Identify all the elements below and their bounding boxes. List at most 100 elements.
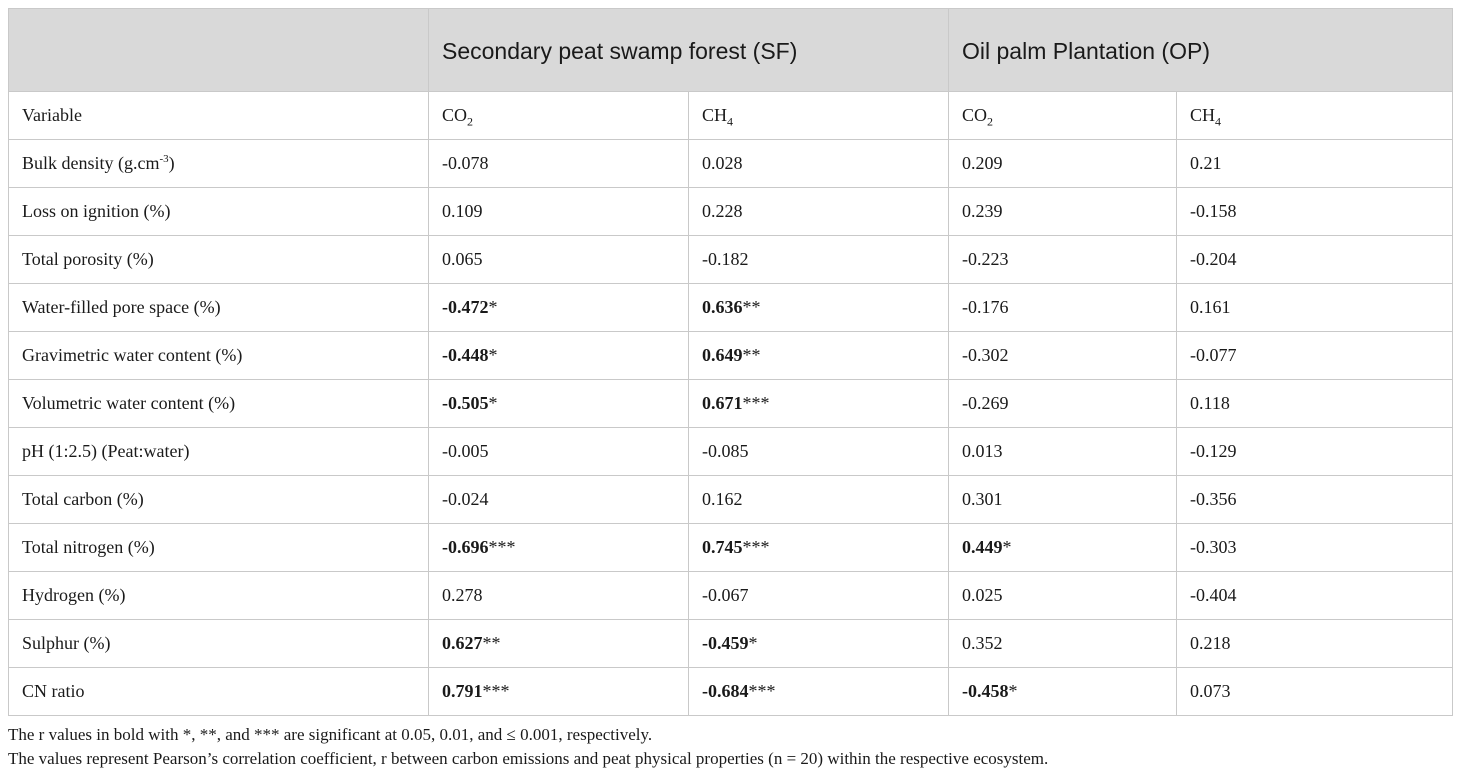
subheader-op-co2-sub: 2 <box>987 114 994 129</box>
subheader-sf-ch4-sub: 4 <box>727 114 734 129</box>
row-variable-label: CN ratio <box>22 681 85 701</box>
cell-op-ch4: -0.204 <box>1175 235 1454 284</box>
cell-sf-co2: 0.065 <box>428 235 689 284</box>
significance-stars: ** <box>482 633 501 653</box>
subheader-row: Variable CO2 CH4 CO2 CH4 <box>8 91 1454 140</box>
cell-op-co2: 0.449* <box>948 523 1177 572</box>
cell-value: 0.449 <box>962 537 1003 557</box>
cell-value: 0.671 <box>702 393 743 413</box>
cell-value: 0.161 <box>1190 297 1231 317</box>
cell-value: -0.684 <box>702 681 749 701</box>
significance-stars: * <box>488 345 498 365</box>
cell-value: -0.024 <box>442 489 489 509</box>
cell-value: 0.218 <box>1190 633 1231 653</box>
cell-value: -0.302 <box>962 345 1009 365</box>
table-row: Total nitrogen (%) -0.696*** 0.745*** 0.449… <box>8 523 1454 572</box>
table-row: Bulk density (g.cm-3) -0.078 0.028 0.209 0.2… <box>8 139 1454 188</box>
cell-op-ch4: 0.118 <box>1175 379 1454 428</box>
cell-sf-co2: -0.505* <box>428 379 689 428</box>
cell-value: 0.073 <box>1190 681 1231 701</box>
row-variable-label: Gravimetric water content (%) <box>22 345 243 365</box>
row-variable: Gravimetric water content (%) <box>8 331 429 380</box>
cell-value: 0.745 <box>702 537 743 557</box>
row-variable: Total nitrogen (%) <box>8 523 429 572</box>
cell-sf-ch4: -0.067 <box>688 571 949 620</box>
cell-value: 0.352 <box>962 633 1003 653</box>
header-group-op: Oil palm Plantation (OP) <box>947 8 1454 92</box>
significance-stars: * <box>748 633 758 653</box>
cell-op-ch4: 0.073 <box>1175 667 1454 716</box>
cell-value: -0.067 <box>702 585 749 605</box>
cell-value: -0.204 <box>1190 249 1237 269</box>
row-variable: Loss on ignition (%) <box>8 187 429 236</box>
cell-value: 0.109 <box>442 201 483 221</box>
row-variable-label: Loss on ignition (%) <box>22 201 171 221</box>
cell-value: -0.158 <box>1190 201 1237 221</box>
table-header: Secondary peat swamp forest (SF) Oil pal… <box>8 8 1454 92</box>
row-variable-label: pH (1:2.5) (Peat:water) <box>22 441 190 461</box>
cell-value: 0.301 <box>962 489 1003 509</box>
subheader-op-ch4-sub: 4 <box>1215 114 1222 129</box>
row-variable-label: Sulphur (%) <box>22 633 111 653</box>
cell-value: 0.239 <box>962 201 1003 221</box>
subheader-op-ch4: CH4 <box>1175 91 1454 140</box>
significance-stars: * <box>488 297 498 317</box>
table-row: Water-filled pore space (%) -0.472* 0.636*… <box>8 283 1454 332</box>
cell-value: -0.404 <box>1190 585 1237 605</box>
cell-sf-co2: 0.627** <box>428 619 689 668</box>
row-variable-label: Hydrogen (%) <box>22 585 126 605</box>
table-row: Sulphur (%) 0.627** -0.459* 0.352 0.218 <box>8 619 1454 668</box>
table-row: Volumetric water content (%) -0.505* 0.671… <box>8 379 1454 428</box>
significance-stars: *** <box>748 681 776 701</box>
table-row: Gravimetric water content (%) -0.448* 0.64… <box>8 331 1454 380</box>
cell-sf-co2: -0.005 <box>428 427 689 476</box>
cell-op-ch4: 0.218 <box>1175 619 1454 668</box>
subheader-sf-ch4: CH4 <box>688 91 949 140</box>
subheader-sf-co2: CO2 <box>428 91 689 140</box>
cell-sf-ch4: 0.671*** <box>688 379 949 428</box>
cell-value: 0.013 <box>962 441 1003 461</box>
significance-stars: ** <box>742 297 761 317</box>
cell-value: 0.627 <box>442 633 483 653</box>
footnote-description: The values represent Pearson’s correlati… <box>8 749 1049 768</box>
cell-op-co2: 0.013 <box>948 427 1177 476</box>
cell-sf-co2: 0.791*** <box>428 667 689 716</box>
cell-op-co2: -0.302 <box>948 331 1177 380</box>
cell-sf-ch4: -0.684*** <box>688 667 949 716</box>
cell-value: -0.448 <box>442 345 489 365</box>
row-variable: pH (1:2.5) (Peat:water) <box>8 427 429 476</box>
footnote-significance: The r values in bold with *, **, and ***… <box>8 725 653 744</box>
cell-value: 0.162 <box>702 489 743 509</box>
header-blank <box>8 8 429 92</box>
row-variable: Total carbon (%) <box>8 475 429 524</box>
cell-value: -0.356 <box>1190 489 1237 509</box>
row-variable-label: Total porosity (%) <box>22 249 154 269</box>
cell-sf-ch4: -0.182 <box>688 235 949 284</box>
cell-value: -0.269 <box>962 393 1009 413</box>
subheader-op-ch4-base: CH <box>1190 105 1216 125</box>
header-row: Secondary peat swamp forest (SF) Oil pal… <box>8 8 1454 92</box>
cell-op-co2: 0.025 <box>948 571 1177 620</box>
row-variable-label: Volumetric water content (%) <box>22 393 236 413</box>
cell-value: 0.118 <box>1190 393 1230 413</box>
table-row: Total carbon (%) -0.024 0.162 0.301 -0.356 <box>8 475 1454 524</box>
significance-stars: * <box>488 393 498 413</box>
cell-value: 0.636 <box>702 297 743 317</box>
cell-value: -0.129 <box>1190 441 1237 461</box>
table-row: pH (1:2.5) (Peat:water) -0.005 -0.085 0.013… <box>8 427 1454 476</box>
cell-value: 0.028 <box>702 153 743 173</box>
row-variable-superscript: -3 <box>159 153 169 165</box>
cell-op-ch4: 0.21 <box>1175 139 1454 188</box>
significance-stars: * <box>1002 537 1012 557</box>
cell-op-co2: 0.301 <box>948 475 1177 524</box>
table-footnotes: The r values in bold with *, **, and ***… <box>8 723 1452 771</box>
cell-value: 0.065 <box>442 249 483 269</box>
row-variable-label: Total nitrogen (%) <box>22 537 155 557</box>
cell-op-ch4: -0.356 <box>1175 475 1454 524</box>
cell-value: -0.303 <box>1190 537 1237 557</box>
cell-value: -0.078 <box>442 153 489 173</box>
significance-stars: ** <box>742 345 761 365</box>
cell-value: -0.223 <box>962 249 1009 269</box>
table-row: Hydrogen (%) 0.278 -0.067 0.025 -0.404 <box>8 571 1454 620</box>
header-group-sf: Secondary peat swamp forest (SF) <box>428 8 949 92</box>
